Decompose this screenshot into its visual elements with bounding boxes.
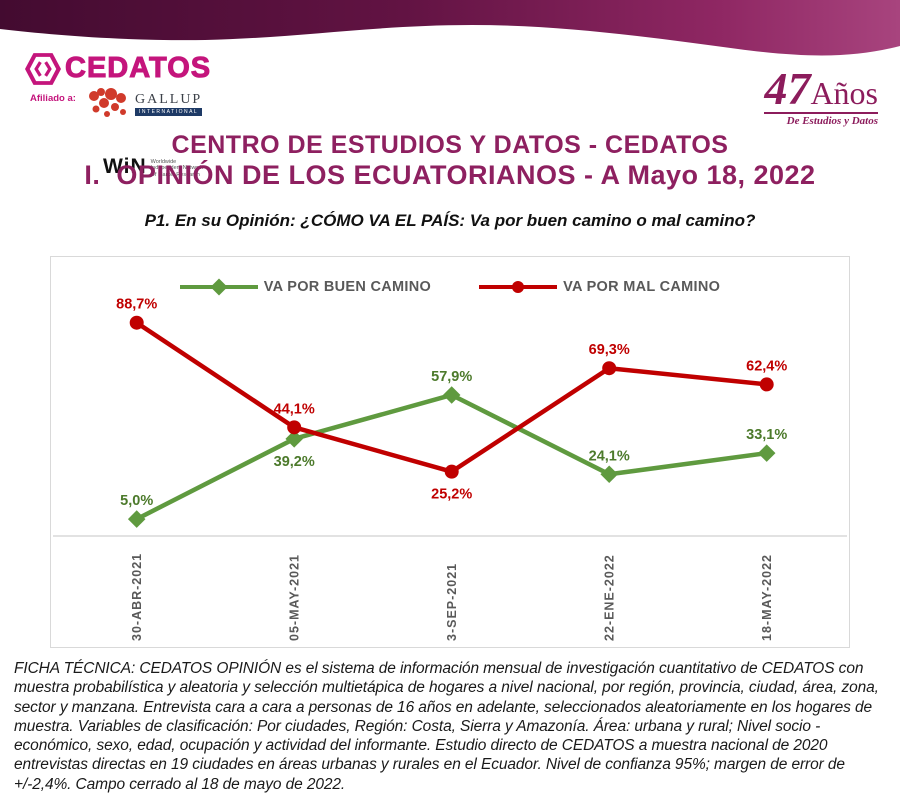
gallup-international: INTERNATIONAL xyxy=(135,108,203,116)
years-word: Años xyxy=(810,75,878,111)
svg-text:24,1%: 24,1% xyxy=(589,448,630,464)
survey-question: P1. En su Opinión: ¿CÓMO VA EL PAÍS: Va … xyxy=(144,211,756,230)
svg-text:22-ENE-2022: 22-ENE-2022 xyxy=(603,554,617,641)
anniversary-badge: 47Años De Estudios y Datos xyxy=(764,66,878,127)
technical-note: FICHA TÉCNICA: CEDATOS OPINIÓN es el sis… xyxy=(14,660,879,793)
svg-text:44,1%: 44,1% xyxy=(274,401,315,417)
win-caption: Worldwide Independent Network Of Market … xyxy=(150,159,203,178)
svg-text:5,0%: 5,0% xyxy=(120,493,153,509)
win-name: WiN xyxy=(103,155,147,178)
cedatos-logo-text: CEDATOS xyxy=(64,52,212,85)
gallup-logo: GALLUP INTERNATIONAL xyxy=(135,92,203,116)
svg-text:30-ABR-2021: 30-ABR-2021 xyxy=(130,553,144,641)
legend-label: VA POR MAL CAMINO xyxy=(563,279,721,295)
win-logo: WiN Worldwide Independent Network Of Mar… xyxy=(103,156,203,178)
affiliated-label: Afiliado a: xyxy=(30,93,76,104)
cedatos-logo-block: CEDATOS Afiliado a: GALLUP INTERNATIONAL… xyxy=(25,52,255,178)
page-title: CENTRO DE ESTUDIOS Y DATOS - CEDATOS xyxy=(171,131,729,159)
line-chart: 30-ABR-2021 05-MAY-2021 3-SEP-2021 22-ENE-2… xyxy=(53,297,847,641)
svg-text:33,1%: 33,1% xyxy=(746,427,787,443)
legend-red-line-marker xyxy=(479,281,558,293)
legend-item-mal-camino: VA POR MAL CAMINO xyxy=(479,279,720,295)
svg-text:57,9%: 57,9% xyxy=(431,369,472,385)
svg-text:69,3%: 69,3% xyxy=(589,342,630,358)
legend-green-line-marker xyxy=(179,278,258,296)
years-number: 47 xyxy=(764,63,811,114)
chart-legend: VA POR BUEN CAMINO VA POR MAL CAMINO xyxy=(51,278,849,296)
gallup-name: GALLUP xyxy=(135,92,203,107)
svg-text:18-MAY-2022: 18-MAY-2022 xyxy=(760,554,774,641)
page-subtitle: I. OPINIÓN DE LOS ECUATORIANOS - A Mayo … xyxy=(84,160,816,190)
brand-tagline: De Estudios y Datos xyxy=(786,115,878,127)
svg-text:88,7%: 88,7% xyxy=(116,297,157,313)
svg-text:05-MAY-2021: 05-MAY-2021 xyxy=(288,554,302,641)
svg-text:62,4%: 62,4% xyxy=(746,358,787,374)
svg-text:39,2%: 39,2% xyxy=(274,454,315,470)
legend-item-buen-camino: VA POR BUEN CAMINO xyxy=(179,278,432,296)
svg-text:25,2%: 25,2% xyxy=(431,487,472,503)
top-ribbon xyxy=(0,0,900,56)
svg-text:3-SEP-2021: 3-SEP-2021 xyxy=(445,563,459,641)
world-map-icon xyxy=(89,88,126,117)
legend-label: VA POR BUEN CAMINO xyxy=(263,279,432,295)
cedatos-hexagon-icon xyxy=(25,52,61,85)
chart-panel: VA POR BUEN CAMINO VA POR MAL CAMINO 30-… xyxy=(50,256,850,648)
